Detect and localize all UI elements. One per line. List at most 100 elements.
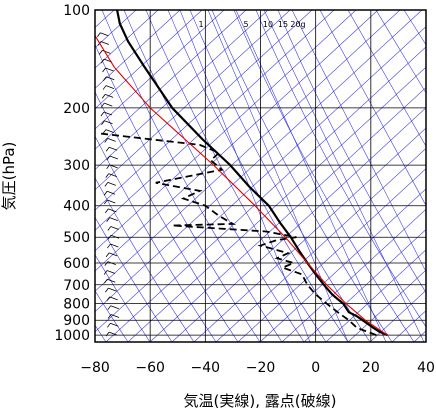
- mixing-ratio-line: [375, 10, 426, 94]
- guide-line: [281, 208, 426, 342]
- guide-line: [347, 269, 426, 342]
- wind-barb-flag: [105, 252, 110, 258]
- wind-barb: [109, 155, 118, 160]
- wind-barb-flag: [103, 199, 108, 205]
- adiabat-line: [255, 10, 426, 328]
- x-tick-label: −20: [246, 360, 276, 376]
- y-tick-label: 600: [63, 256, 90, 272]
- wind-barb: [104, 120, 113, 125]
- wind-barb: [100, 41, 110, 45]
- mixing-ratio-label: 20g: [290, 20, 305, 29]
- wind-barb: [110, 305, 119, 310]
- guide-line: [95, 10, 379, 272]
- wind-barb: [106, 190, 116, 195]
- mixing-ratio-line: [179, 10, 311, 342]
- wind-barb-flag: [104, 261, 109, 266]
- guide-line: [149, 87, 426, 342]
- mixing-ratio-line: [235, 10, 387, 342]
- wind-barb-flag: [104, 279, 108, 284]
- mixing-ratio-labels: 1 5 10 15 20g: [198, 20, 305, 29]
- guide-line: [127, 66, 426, 342]
- wind-barb: [105, 129, 115, 133]
- wind-barb: [110, 226, 119, 230]
- wind-barb-flag: [103, 270, 108, 275]
- y-tick-label: 400: [63, 199, 90, 215]
- wind-barb: [108, 208, 117, 213]
- guide-line: [193, 127, 426, 342]
- wind-barbs: [97, 32, 120, 337]
- wind-barb-flag: [107, 226, 112, 231]
- guide-line: [413, 330, 426, 342]
- wind-barb: [109, 296, 118, 301]
- y-tick-label: 300: [63, 158, 90, 174]
- adiabat-line: [95, 177, 195, 342]
- mixing-ratio-label: 5: [243, 20, 248, 29]
- wind-barb: [105, 94, 114, 98]
- guide-line: [95, 10, 225, 130]
- mixing-ratio-label: 15: [278, 20, 288, 29]
- wind-barb-flag: [107, 323, 111, 328]
- guide-line: [325, 249, 426, 342]
- adiabat-line: [189, 10, 371, 342]
- guide-line: [95, 10, 401, 292]
- x-tick-label: −80: [80, 360, 110, 376]
- guide-line: [95, 10, 313, 211]
- wind-barb: [110, 234, 120, 239]
- wind-barb: [100, 32, 109, 37]
- guide-line: [215, 147, 426, 342]
- wind-barb: [109, 146, 118, 151]
- y-axis-title: 気圧(hPa): [0, 142, 18, 211]
- wind-barb-flag: [105, 208, 109, 214]
- guide-line: [95, 26, 426, 333]
- mixing-ratio-label: 1: [198, 20, 203, 29]
- profile-series: [95, 10, 388, 337]
- parcel-line: [95, 35, 388, 336]
- y-tick-label: 800: [63, 297, 90, 313]
- wind-barb-flag: [101, 120, 105, 126]
- dry-adiabat-guide-lines: [95, 10, 426, 342]
- adiabat-line: [233, 10, 415, 342]
- x-tick-label: −60: [135, 360, 165, 376]
- wind-barb-flag: [102, 85, 107, 90]
- x-axis-title: 気温(実線), 露点(破線): [184, 392, 337, 410]
- guide-line: [105, 46, 426, 342]
- guide-line: [95, 10, 269, 170]
- guide-line: [95, 10, 335, 231]
- wind-barb: [107, 138, 116, 142]
- wind-barb: [103, 111, 113, 116]
- wind-barb-flag: [103, 190, 108, 196]
- guide-line: [303, 229, 426, 342]
- wind-barb-flag: [107, 314, 112, 319]
- y-tick-label: 1000: [54, 328, 90, 344]
- adiabat-line: [145, 10, 327, 342]
- wind-barb: [106, 76, 115, 81]
- wind-barb: [105, 67, 114, 72]
- dewpoint-line: [100, 132, 377, 336]
- guide-line: [259, 188, 426, 342]
- wind-barb-flag: [105, 173, 110, 178]
- wind-barb-flag: [107, 305, 112, 310]
- wind-barb: [110, 314, 120, 318]
- wind-barb-flag: [101, 94, 106, 99]
- wind-barb-flag: [105, 331, 110, 337]
- wind-barb: [107, 261, 116, 266]
- wind-barb: [107, 199, 116, 204]
- y-tick-label: 700: [63, 278, 90, 294]
- mixing-ratio-line: [263, 10, 425, 342]
- guide-line: [95, 10, 203, 110]
- guide-line: [391, 310, 426, 342]
- wind-barb-flag: [106, 296, 111, 302]
- guide-line: [95, 10, 423, 312]
- wind-barb: [109, 164, 118, 169]
- mixing-ratio-line: [291, 10, 426, 273]
- guide-line: [237, 168, 426, 342]
- mixing-ratio-line: [347, 10, 426, 147]
- wind-barb: [106, 270, 116, 274]
- wind-barb: [110, 243, 119, 248]
- guide-line: [95, 10, 181, 89]
- adiabat-line: [123, 10, 305, 342]
- adiabat-line: [95, 216, 173, 342]
- adiabat-line: [95, 91, 239, 342]
- y-tick-label: 200: [63, 101, 90, 117]
